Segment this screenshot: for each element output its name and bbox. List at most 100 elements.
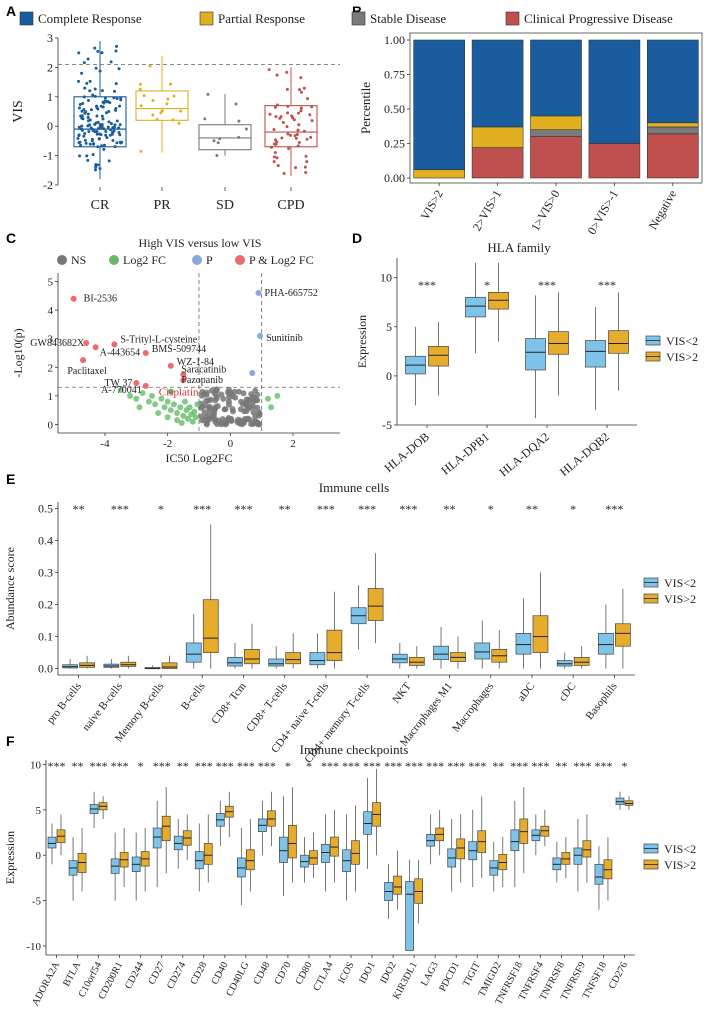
y-axis-title: Percentile — [358, 82, 373, 134]
y-tick-label: -5 — [32, 896, 42, 908]
data-point — [275, 156, 279, 160]
x-tick-label: NKT — [390, 680, 414, 705]
data-point — [294, 166, 298, 170]
bar-segment-cpd — [471, 147, 524, 179]
x-tick-label: SD — [216, 198, 234, 213]
data-point — [299, 90, 303, 94]
significance-label: *** — [531, 759, 549, 773]
x-tick-label: Macrophages — [450, 680, 496, 734]
log2fc-point — [181, 398, 188, 405]
bar-segment-sd — [646, 126, 699, 135]
data-point — [86, 119, 90, 123]
data-point — [117, 67, 121, 71]
ns-point — [241, 419, 248, 426]
significance-label: * — [484, 278, 490, 292]
box-vislt2 — [598, 633, 614, 655]
data-point — [172, 94, 176, 98]
data-point — [285, 125, 289, 129]
data-point — [76, 79, 80, 83]
box-vislt2 — [185, 642, 202, 663]
box-visgt2 — [456, 838, 466, 860]
box-visgt2 — [244, 649, 260, 665]
legend-swatch — [199, 11, 214, 26]
data-point — [105, 136, 109, 140]
significance-label: *** — [234, 502, 252, 516]
data-point — [77, 125, 81, 129]
y-axis-title: VIS — [11, 100, 26, 123]
labelled-point — [111, 341, 118, 348]
box-visgt2 — [615, 623, 631, 647]
ns-point — [235, 416, 242, 423]
data-point — [96, 120, 100, 124]
data-point — [112, 129, 116, 133]
significance-label: *** — [342, 759, 360, 773]
data-point — [77, 133, 81, 137]
point-label: Paclitaxel — [67, 366, 107, 377]
legend-dot — [57, 255, 67, 265]
y-axis-title: Abundance score — [3, 547, 17, 630]
legend-label: VIS<2 — [664, 576, 696, 590]
data-point — [268, 112, 272, 116]
ns-point — [213, 395, 220, 402]
data-point — [114, 49, 118, 53]
labelled-point — [249, 370, 256, 376]
data-point — [93, 122, 97, 126]
bar-segment-pr — [413, 169, 466, 179]
bar-segment-cpd — [530, 136, 582, 179]
ns-point — [198, 392, 205, 399]
x-tick-label: Negative — [646, 188, 680, 233]
ns-point — [205, 412, 212, 419]
log2fc-point — [164, 398, 171, 405]
data-point — [78, 154, 82, 158]
point-label: TW 37 — [104, 378, 132, 389]
ns-point — [211, 390, 218, 397]
data-point — [83, 131, 87, 135]
significance-label: ** — [555, 759, 567, 773]
data-point — [148, 64, 152, 68]
legend-label: Log2 FC — [123, 253, 166, 267]
data-point — [279, 115, 283, 119]
significance-label: *** — [426, 759, 444, 773]
data-point — [165, 102, 169, 106]
significance-label: *** — [195, 759, 213, 773]
data-point — [304, 154, 308, 158]
bar-segment-cpd — [646, 133, 699, 179]
box-visgt2 — [202, 599, 219, 653]
x-tick-label: CD274 — [165, 960, 188, 991]
data-point — [294, 136, 298, 140]
y-tick-label: 4 — [48, 305, 54, 317]
ns-point — [226, 390, 233, 397]
data-point — [286, 111, 290, 115]
data-point — [288, 133, 292, 137]
ns-point — [232, 394, 239, 401]
y-tick-label: 5 — [48, 277, 54, 289]
chart-b-response-proportions: Stable Disease Clinical Progressive Disea… — [351, 11, 703, 237]
data-point — [98, 125, 102, 129]
data-point — [101, 105, 105, 109]
data-point — [166, 97, 170, 101]
data-point — [103, 99, 107, 103]
x-tick-label: -2 — [163, 438, 172, 450]
bar-segment-cr — [413, 39, 466, 171]
point-label: Saracatinib — [181, 364, 226, 375]
y-tick-label: 0.50 — [384, 102, 405, 116]
data-point — [102, 143, 106, 147]
data-point — [151, 113, 155, 117]
x-tick-label: CD40 — [210, 960, 231, 986]
data-point — [94, 165, 98, 169]
bar-segment-cpd — [588, 143, 641, 179]
data-point — [101, 100, 105, 104]
significance-label: * — [570, 502, 576, 516]
significance-label: *** — [510, 759, 528, 773]
ns-point — [240, 390, 247, 397]
ns-point — [222, 421, 229, 428]
data-point — [93, 168, 97, 172]
significance-label: *** — [598, 278, 616, 292]
data-point — [97, 137, 101, 141]
x-tick-label: CR — [91, 198, 110, 213]
box-vislt2 — [594, 863, 604, 885]
bar-segment-sd — [530, 129, 582, 137]
y-tick-label: 0.00 — [384, 171, 405, 185]
data-point — [88, 142, 92, 146]
significance-label: *** — [405, 759, 423, 773]
